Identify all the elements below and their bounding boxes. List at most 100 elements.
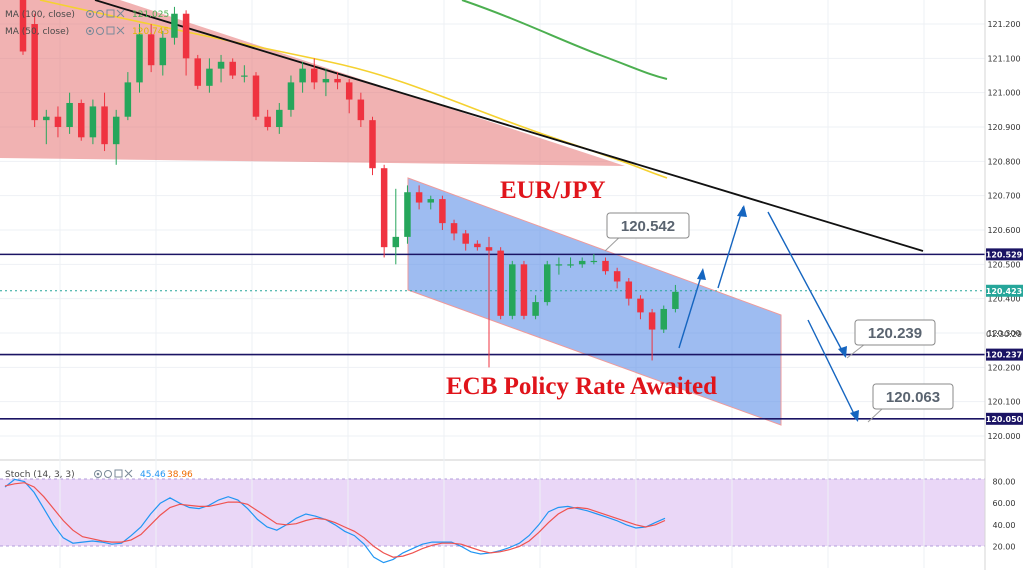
candle <box>334 72 341 90</box>
candle <box>544 260 551 306</box>
eye-icon[interactable] <box>86 27 94 35</box>
candle <box>287 75 295 117</box>
candle <box>136 24 143 93</box>
candle-body <box>229 61 236 76</box>
candle-body <box>380 168 388 248</box>
candle-body <box>497 250 504 316</box>
candle <box>252 72 260 121</box>
candle-body <box>602 260 609 272</box>
candle-body <box>252 75 260 117</box>
y-tick-label: 120.900 <box>987 123 1020 132</box>
candle <box>78 99 85 141</box>
candle-body <box>124 82 132 117</box>
candle <box>171 6 178 45</box>
y-tick-label: 120.400 <box>987 295 1020 304</box>
ma-50-legend[interactable]: MA (50, close) 120.745 <box>5 26 169 37</box>
callout-120542: 120.542 <box>604 212 690 252</box>
candle <box>264 109 271 131</box>
candle-body <box>217 61 225 69</box>
candle-body <box>299 68 306 83</box>
candle <box>660 305 667 333</box>
candle-body <box>31 24 38 121</box>
hide-icon[interactable] <box>106 9 115 18</box>
candle-body <box>450 223 458 234</box>
candle <box>66 92 73 134</box>
candle <box>357 92 365 128</box>
candle-body <box>311 68 318 83</box>
price-badge-label: 120.423 <box>986 287 1022 296</box>
candle-body <box>648 312 656 330</box>
ma-50-name: MA (50, close) <box>5 27 69 37</box>
candle <box>241 65 248 83</box>
gear-icon[interactable] <box>96 27 104 35</box>
candle <box>54 106 62 138</box>
ma-100-line <box>461 0 668 80</box>
candle <box>101 92 108 152</box>
stoch-tick-label: 40.00 <box>993 521 1016 530</box>
pair-title: EUR/JPY <box>500 177 606 204</box>
candle <box>672 284 679 313</box>
y-tick-label: 120.000 <box>987 432 1020 441</box>
candle-body <box>660 308 667 330</box>
candle-body <box>276 109 283 128</box>
y-tick-label: 121.200 <box>987 20 1020 29</box>
candle-body <box>147 34 155 66</box>
candle-body <box>194 58 201 86</box>
candle <box>485 236 493 368</box>
hide-icon[interactable] <box>114 469 123 478</box>
candle <box>89 99 97 145</box>
candle-body <box>439 199 446 224</box>
forecast-path <box>678 205 859 422</box>
candle-body <box>241 75 248 77</box>
candle <box>369 116 376 176</box>
stoch-k-value: 45.46 <box>140 470 166 480</box>
stoch-line-k <box>4 478 666 564</box>
candle-body <box>287 82 295 110</box>
candle-body <box>625 281 633 299</box>
candle-body <box>112 116 120 145</box>
ma-100-legend[interactable]: MA (100, close) 121.025 <box>5 9 169 20</box>
candle <box>637 295 644 320</box>
candle <box>648 308 656 361</box>
candle-body <box>182 13 190 59</box>
candle-body <box>66 102 73 128</box>
y-tick-label: 120.100 <box>987 398 1020 407</box>
candle <box>532 295 539 320</box>
price-badge <box>986 248 1023 261</box>
close-icon[interactable] <box>116 26 125 35</box>
candle <box>462 230 469 251</box>
candle <box>613 267 621 289</box>
hide-icon[interactable] <box>106 26 115 35</box>
candle <box>474 240 481 251</box>
candle <box>625 278 633 306</box>
stoch-legend[interactable]: Stoch (14, 3, 3) 45.46 38.96 <box>5 469 193 480</box>
stoch-band-fill <box>0 479 985 546</box>
annotation-text: ECB Policy Rate Awaited <box>446 373 717 400</box>
stoch-line-d <box>4 482 666 558</box>
candle <box>555 257 563 275</box>
candle-body <box>509 264 516 316</box>
eye-icon[interactable] <box>86 10 94 18</box>
price-badge <box>986 412 1023 425</box>
close-icon[interactable] <box>124 469 133 478</box>
close-icon[interactable] <box>116 9 125 18</box>
candle <box>380 164 388 258</box>
candle-body <box>578 260 586 265</box>
gear-icon[interactable] <box>96 10 104 18</box>
eye-icon[interactable] <box>94 470 102 478</box>
gear-icon[interactable] <box>104 470 112 478</box>
ma-100-value: 121.025 <box>132 10 169 20</box>
candle <box>404 185 411 244</box>
candle-body <box>43 116 50 121</box>
y-tick-label: 120.300 <box>987 329 1020 338</box>
candle <box>147 24 155 73</box>
candle-body <box>264 116 271 128</box>
candle <box>31 13 38 128</box>
candle-body <box>159 37 167 66</box>
candle <box>415 185 423 210</box>
candle <box>322 68 330 97</box>
callout-label: 120.063 <box>886 389 940 406</box>
candle-body <box>357 99 365 121</box>
y-tick-label: 120.700 <box>987 192 1020 201</box>
